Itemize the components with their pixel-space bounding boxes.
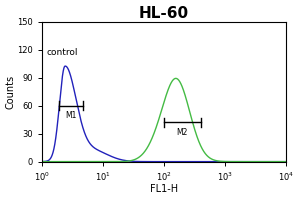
- Text: M2: M2: [177, 128, 188, 137]
- Text: control: control: [46, 48, 78, 57]
- Title: HL-60: HL-60: [139, 6, 189, 21]
- Y-axis label: Counts: Counts: [6, 75, 16, 109]
- Text: M1: M1: [65, 111, 77, 120]
- X-axis label: FL1-H: FL1-H: [150, 184, 178, 194]
